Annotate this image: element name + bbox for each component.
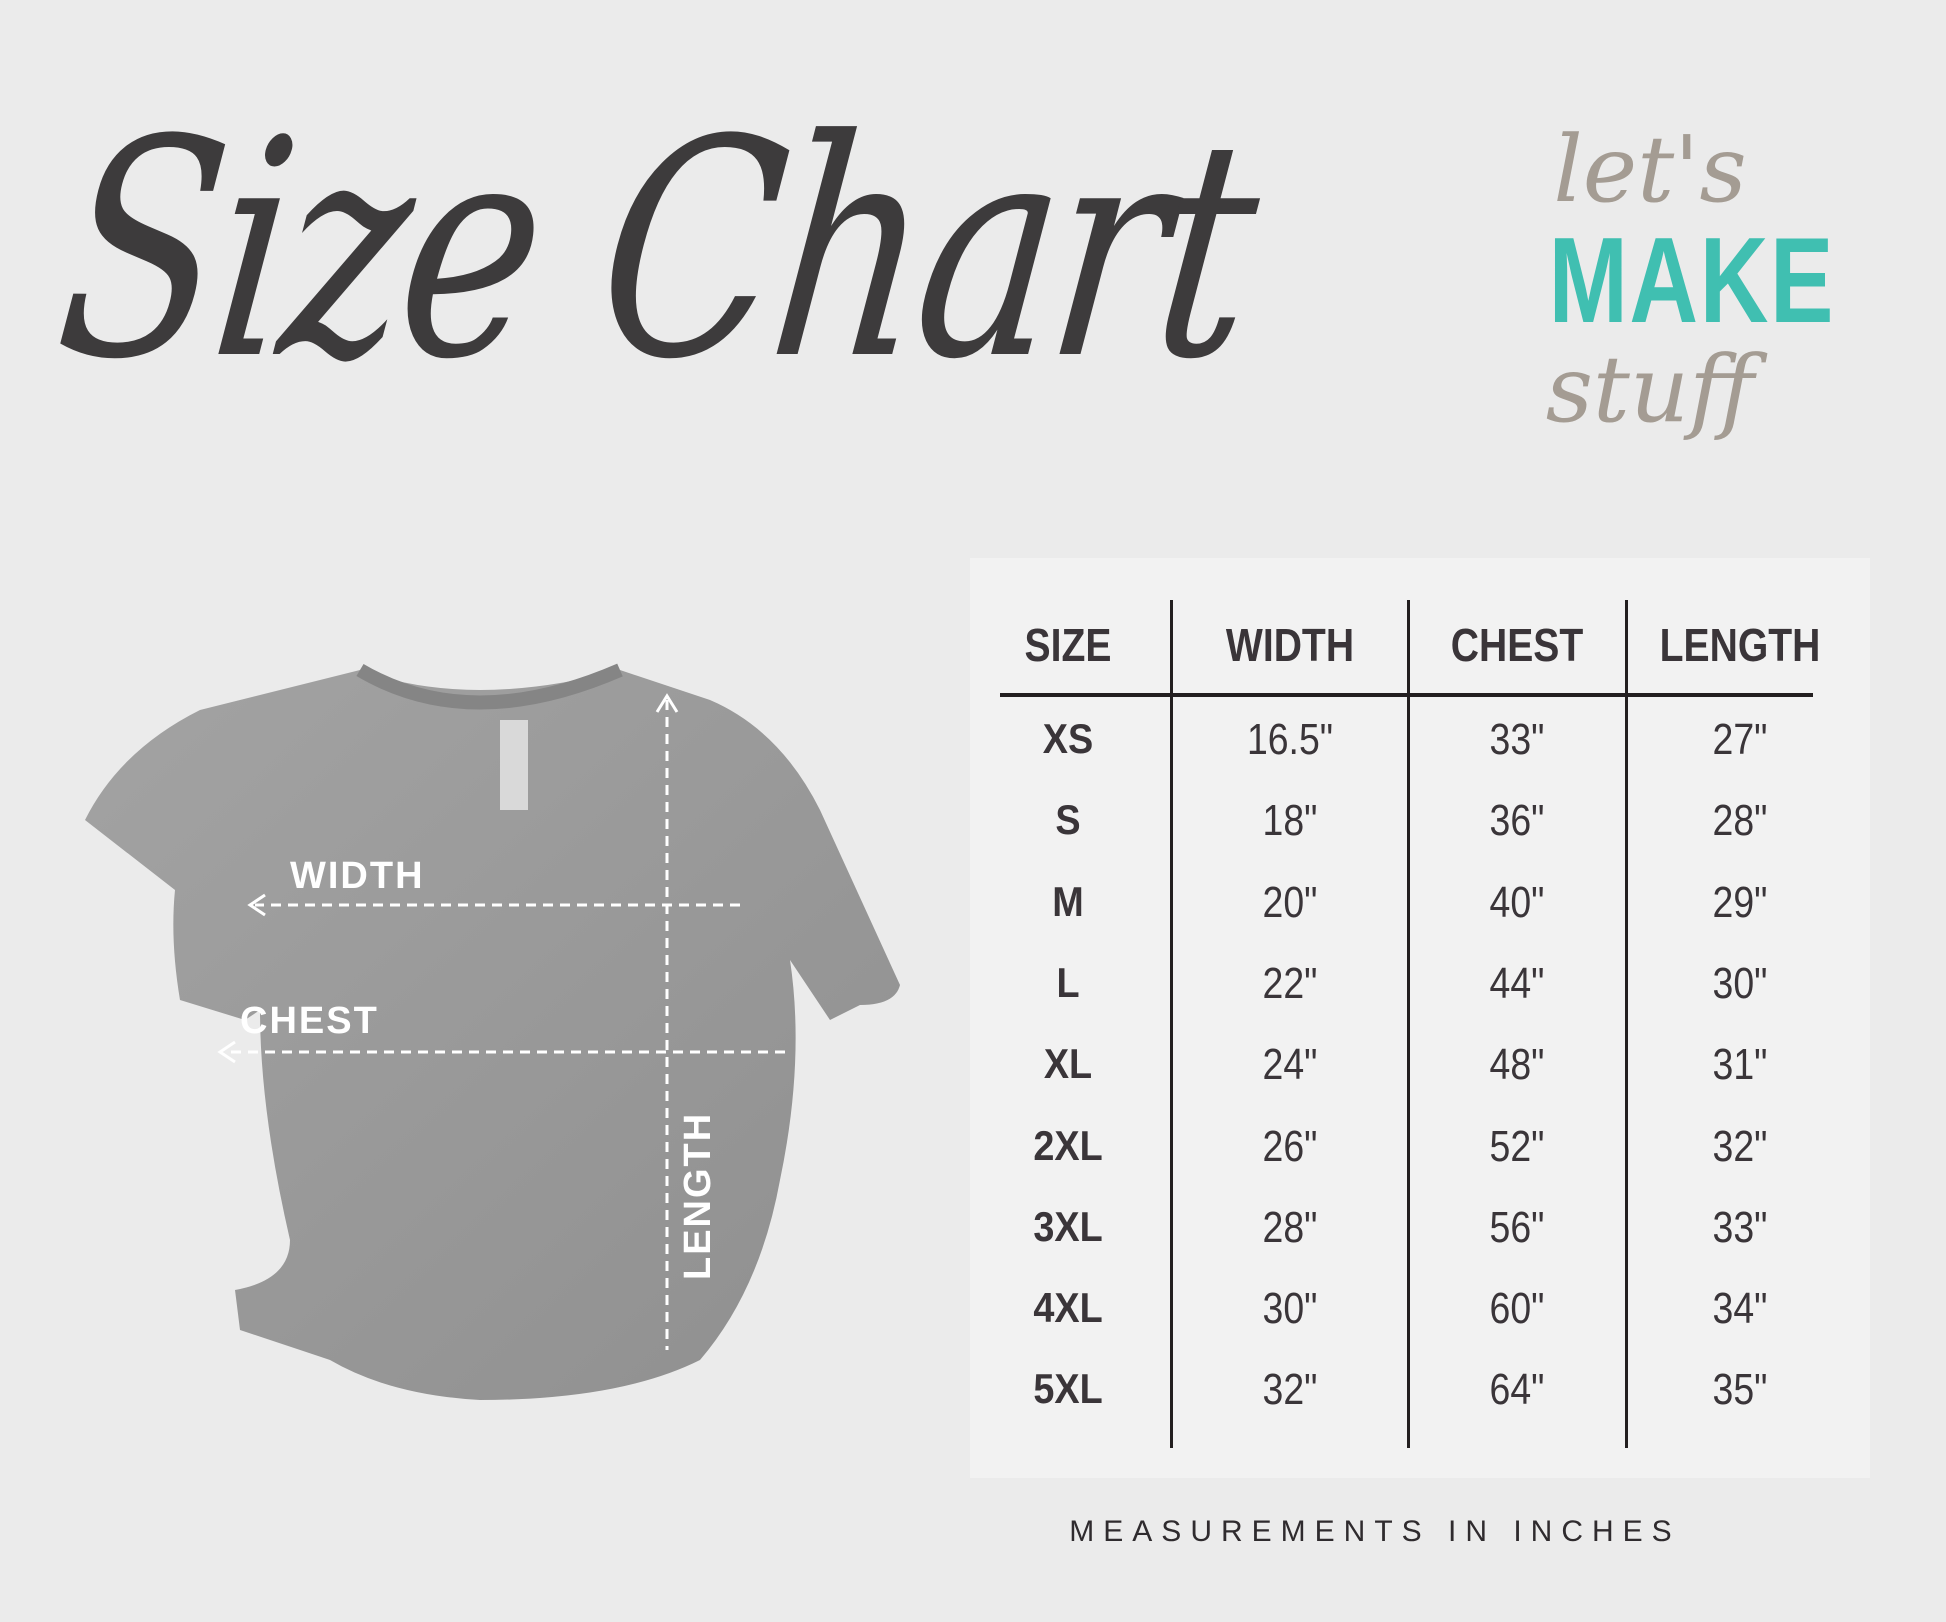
cell-chest: 56" <box>1489 1202 1545 1252</box>
header-width: WIDTH <box>1225 619 1355 671</box>
cell-chest: 48" <box>1489 1040 1545 1090</box>
cell-chest: 40" <box>1489 877 1545 927</box>
length-arrowhead <box>655 693 679 713</box>
tshirt-body <box>85 670 900 1400</box>
cell-size: M <box>1052 877 1084 925</box>
tshirt-illustration: WIDTH CHEST LENGTH <box>85 663 900 1400</box>
cell-width: 32" <box>1262 1365 1318 1415</box>
cell-width: 28" <box>1262 1202 1318 1252</box>
column-divider <box>1170 600 1173 1448</box>
cell-length: 28" <box>1712 796 1768 846</box>
chest-arrowhead <box>217 1040 236 1064</box>
header-length: LENGTH <box>1659 619 1821 671</box>
page-title: Size Chart <box>44 75 1267 425</box>
cell-chest: 60" <box>1489 1284 1545 1334</box>
cell-length: 30" <box>1712 958 1768 1008</box>
cell-length: 27" <box>1712 715 1768 764</box>
width-label: WIDTH <box>290 855 425 897</box>
cell-size: 4XL <box>1033 1284 1103 1332</box>
logo-line-2: MAKE <box>1548 212 1836 348</box>
cell-width: 16.5" <box>1246 715 1334 764</box>
header-divider <box>1000 693 1813 697</box>
logo-line-3: stuff <box>1545 336 1755 443</box>
cell-size: 5XL <box>1033 1365 1103 1413</box>
cell-size: L <box>1056 958 1080 1006</box>
cell-width: 20" <box>1262 877 1318 927</box>
width-arrowhead <box>247 893 266 917</box>
cell-length: 31" <box>1712 1040 1768 1090</box>
cell-length: 33" <box>1712 1202 1768 1252</box>
length-label: LENGTH <box>677 1112 719 1280</box>
cell-size: XL <box>1043 1040 1093 1088</box>
cell-size: 3XL <box>1033 1202 1103 1250</box>
cell-chest: 44" <box>1489 958 1545 1008</box>
cell-chest: 64" <box>1489 1365 1545 1415</box>
cell-chest: 36" <box>1489 796 1545 846</box>
measurement-note: MEASUREMENTS IN INCHES <box>1069 1515 1681 1548</box>
cell-size: S <box>1055 796 1081 844</box>
cell-width: 18" <box>1262 796 1318 846</box>
header-size: SIZE <box>1024 619 1112 671</box>
tshirt-tag <box>500 720 528 810</box>
cell-length: 34" <box>1712 1284 1768 1334</box>
column-divider <box>1625 600 1628 1448</box>
logo-line-1: let's <box>1553 116 1747 223</box>
cell-length: 35" <box>1712 1365 1768 1415</box>
cell-chest: 52" <box>1489 1121 1545 1171</box>
cell-width: 30" <box>1262 1284 1318 1334</box>
column-divider <box>1407 600 1410 1448</box>
cell-length: 32" <box>1712 1121 1768 1171</box>
brand-logo: let's MAKE stuff <box>1520 116 1836 500</box>
cell-size: 2XL <box>1033 1121 1103 1169</box>
cell-length: 29" <box>1712 877 1768 927</box>
tshirt-collar <box>356 663 623 710</box>
cell-width: 24" <box>1262 1040 1318 1090</box>
cell-chest: 33" <box>1489 715 1545 764</box>
size-table: SIZE WIDTH CHEST LENGTH XS 16.5" 33" 27" S 18" 36"… <box>970 558 1870 1478</box>
cell-size: XS <box>1042 715 1094 762</box>
cell-width: 26" <box>1262 1121 1318 1171</box>
header-chest: CHEST <box>1450 619 1584 671</box>
cell-width: 22" <box>1262 958 1318 1008</box>
chest-label: CHEST <box>240 1000 379 1042</box>
